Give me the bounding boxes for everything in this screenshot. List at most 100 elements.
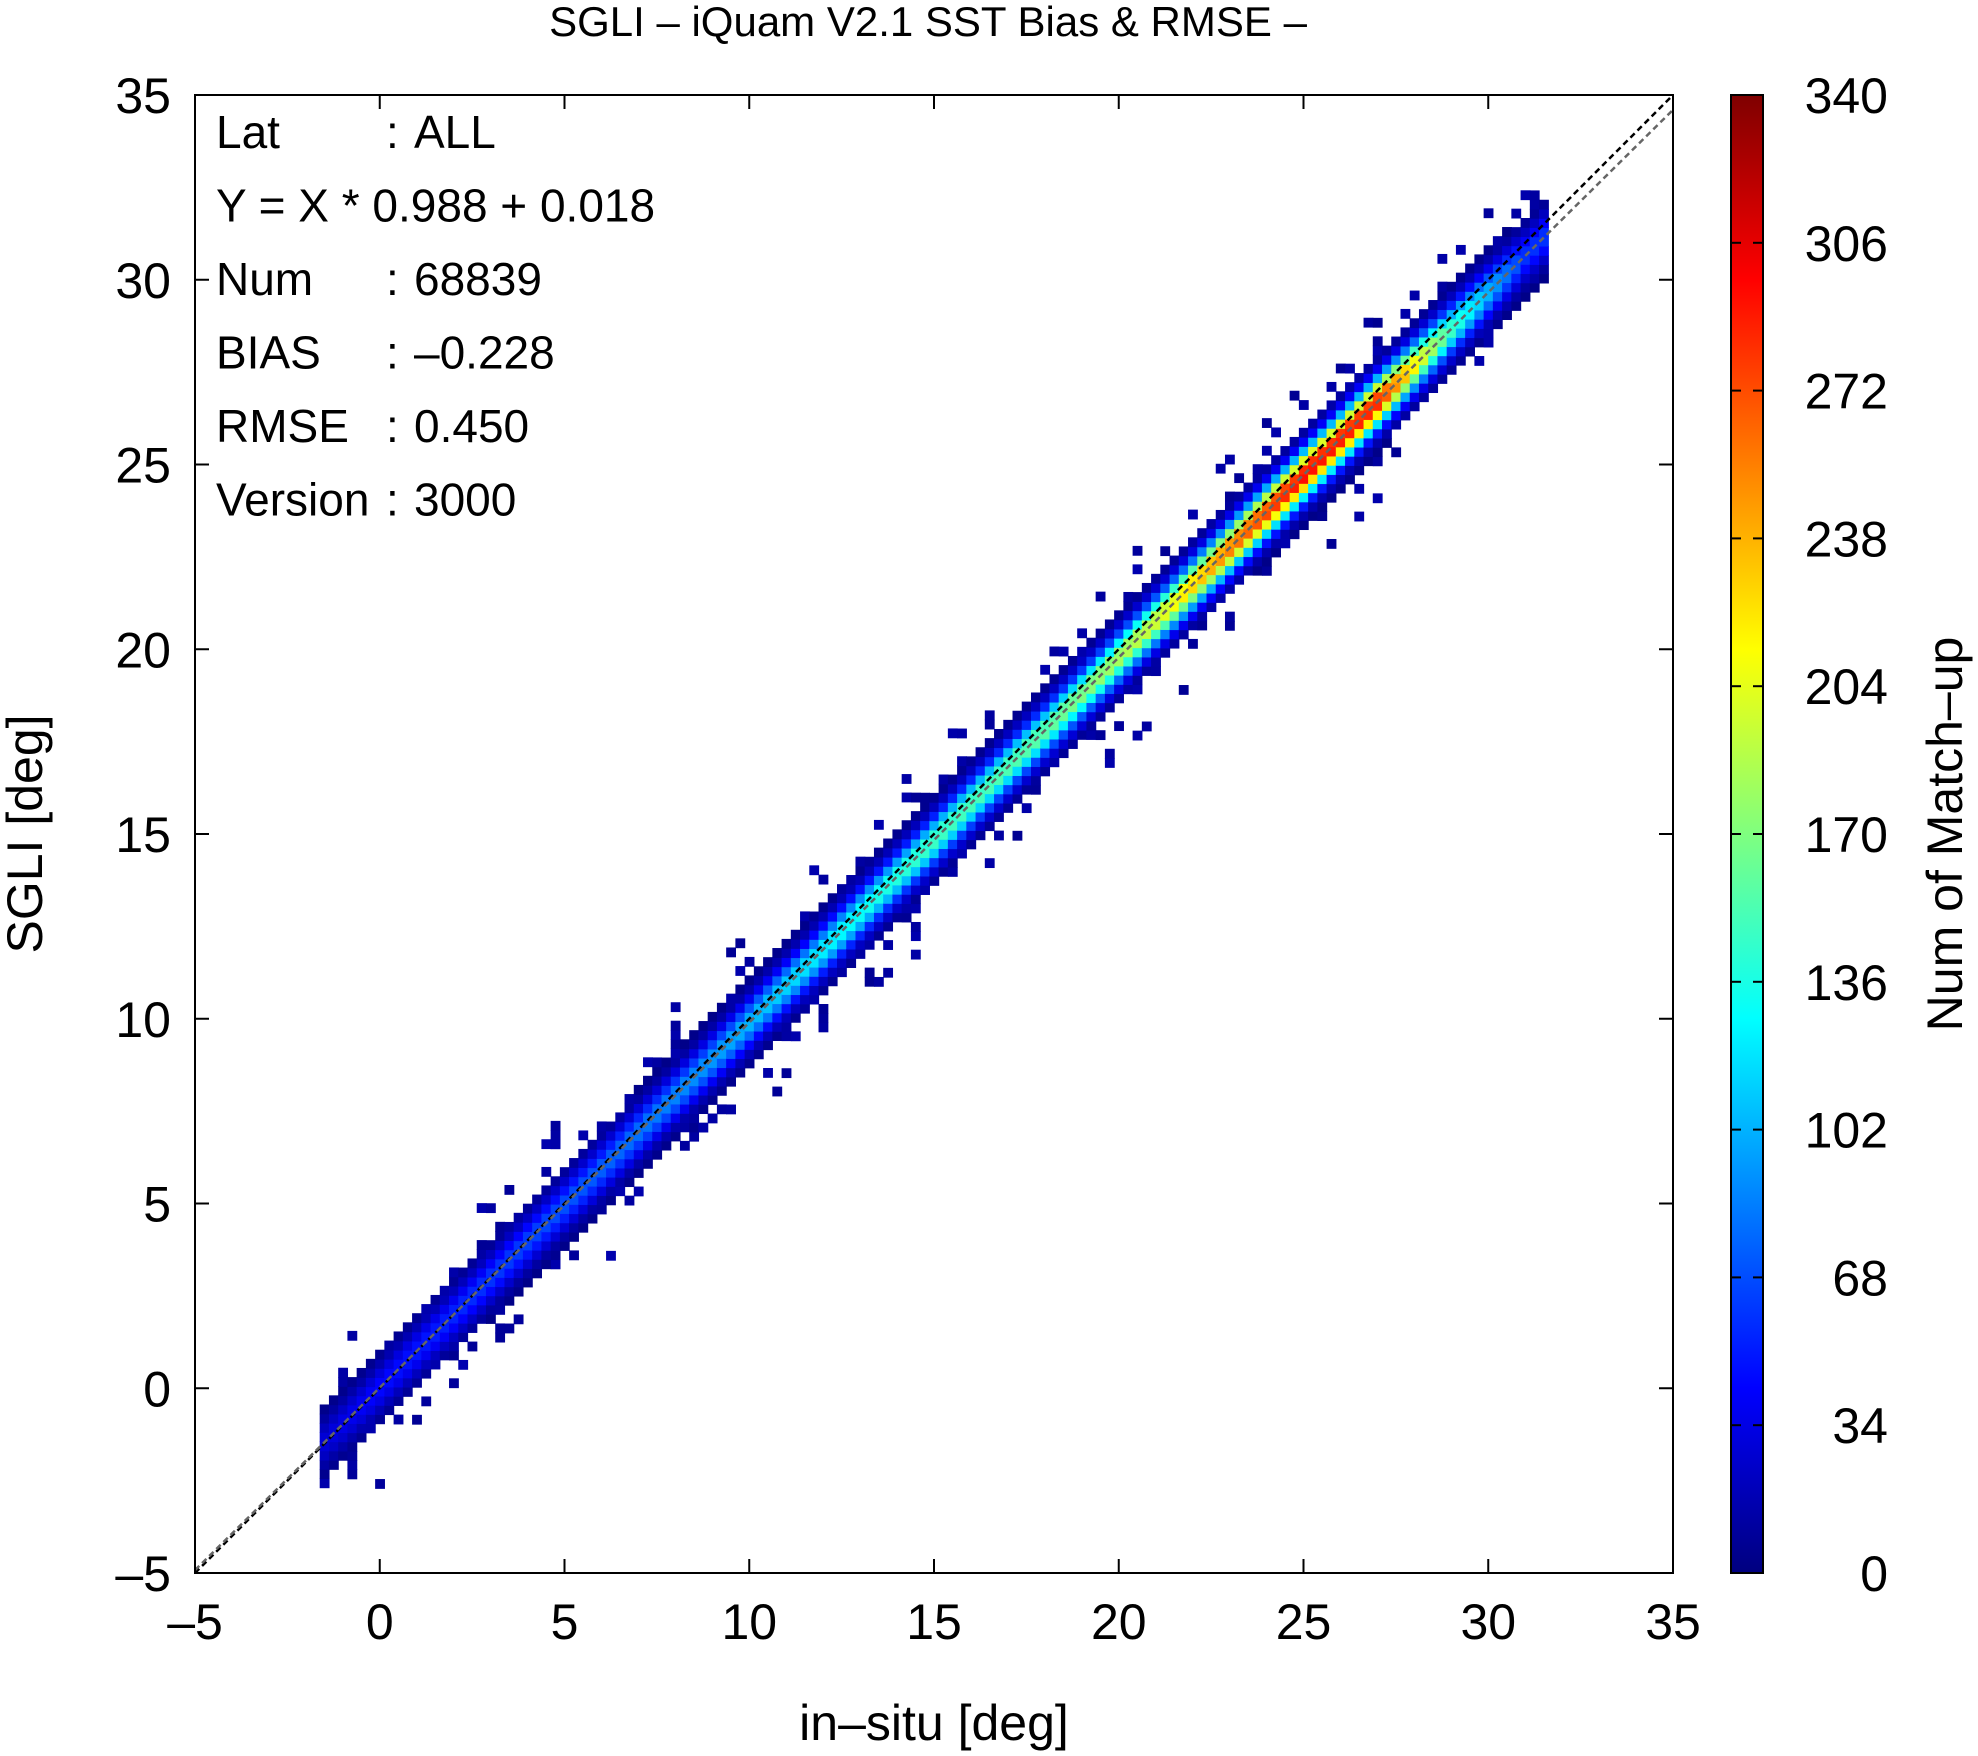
heatmap-cell [726, 1030, 736, 1041]
heatmap-cell [883, 940, 894, 950]
y-tick-label: 30 [115, 253, 171, 309]
heatmap-cell [707, 1067, 718, 1078]
heatmap-cell [1021, 738, 1032, 749]
heatmap-cell [1335, 465, 1346, 476]
heatmap-cell [661, 1103, 672, 1114]
heatmap-cell [1428, 355, 1439, 366]
heatmap-cell [920, 802, 930, 812]
heatmap-cell [1409, 318, 1420, 329]
heatmap-cell [476, 1240, 487, 1250]
heatmap-cell [1067, 655, 1078, 666]
heatmap-cell [1483, 300, 1494, 311]
heatmap-cell [818, 967, 829, 977]
heatmap-cell [1492, 291, 1503, 302]
heatmap-cell [698, 1067, 709, 1078]
heatmap-cell [643, 1121, 653, 1132]
heatmap-cell [1067, 674, 1078, 685]
heatmap-cell [1104, 693, 1115, 704]
heatmap-cell [375, 1368, 385, 1379]
stat-separator: : [386, 400, 399, 452]
heatmap-cell [365, 1386, 376, 1397]
heatmap-cell [476, 1203, 487, 1213]
heatmap-cell [938, 839, 949, 850]
heatmap-cell [1308, 437, 1318, 447]
heatmap-cell [1317, 428, 1328, 438]
heatmap-cell [1021, 729, 1032, 740]
heatmap-cell [365, 1395, 376, 1406]
heatmap-cell [1354, 465, 1365, 476]
regression-line [195, 108, 1673, 1572]
heatmap-cell [864, 930, 875, 941]
heatmap-cell [1382, 419, 1392, 430]
heatmap-cell [892, 894, 903, 904]
heatmap-cell [1132, 610, 1143, 621]
heatmap-cell [513, 1268, 524, 1279]
heatmap-cell [1095, 702, 1106, 713]
heatmap-cell [384, 1349, 395, 1360]
heatmap-cell [800, 1003, 810, 1014]
heatmap-cell [873, 866, 884, 876]
heatmap-cell [1067, 720, 1078, 731]
heatmap-cell [744, 956, 755, 967]
heatmap-cell [541, 1139, 552, 1150]
heatmap-cell [1502, 245, 1512, 256]
heatmap-cell [1446, 327, 1457, 338]
heatmap-cell [504, 1268, 515, 1278]
heatmap-cell [726, 1067, 736, 1078]
heatmap-cell [578, 1195, 589, 1205]
heatmap-cell [1539, 264, 1549, 275]
heatmap-cell [319, 1469, 330, 1479]
heatmap-cell [559, 1167, 570, 1178]
heatmap-cell [504, 1286, 515, 1297]
heatmap-cell [809, 920, 820, 931]
heatmap-cell [661, 1131, 672, 1142]
heatmap-cell [837, 911, 847, 922]
heatmap-cell [873, 921, 884, 932]
heatmap-cell [920, 811, 930, 822]
heatmap-cell [652, 1122, 663, 1132]
heatmap-cell [855, 912, 866, 922]
heatmap-cell [1363, 373, 1374, 383]
heatmap-cell [781, 985, 792, 995]
heatmap-cell [1040, 701, 1051, 712]
heatmap-cell [698, 1085, 709, 1096]
heatmap-cell [1363, 382, 1374, 393]
heatmap-cell [1252, 556, 1263, 567]
heatmap-cell [670, 1002, 681, 1013]
heatmap-cell [1308, 492, 1318, 503]
heatmap-cell [966, 756, 977, 767]
heatmap-cell [1492, 300, 1503, 311]
heatmap-cell [920, 792, 930, 803]
heatmap-cell [430, 1304, 441, 1315]
heatmap-cell [495, 1240, 506, 1251]
heatmap-cell [356, 1404, 367, 1415]
heatmap-cell [1206, 537, 1217, 548]
heatmap-cell [994, 728, 1004, 739]
heatmap-cell [319, 1450, 330, 1461]
heatmap-cell [1492, 273, 1503, 283]
heatmap-cell [1141, 592, 1152, 603]
heatmap-cell [910, 866, 921, 877]
heatmap-cell [735, 938, 746, 949]
heatmap-cell [1391, 410, 1402, 421]
heatmap-cell [698, 1021, 709, 1031]
heatmap-cell [818, 976, 829, 987]
heatmap-cell [1049, 757, 1060, 768]
heatmap-cell [1317, 474, 1328, 485]
heatmap-cell [1326, 409, 1337, 420]
heatmap-cell [587, 1158, 598, 1169]
heatmap-cell [606, 1195, 616, 1206]
heatmap-cell [1446, 355, 1457, 366]
heatmap-cell [1123, 638, 1134, 649]
heatmap-cell [1428, 327, 1439, 338]
heatmap-cell [1178, 685, 1189, 695]
heatmap-cell [910, 820, 921, 831]
heatmap-cell [1492, 310, 1503, 320]
heatmap-cell [901, 820, 912, 831]
heatmap-cell [1391, 391, 1402, 402]
heatmap-cell [744, 975, 755, 986]
heatmap-cell [347, 1404, 358, 1415]
heatmap-cell [1400, 410, 1411, 421]
heatmap-cell [624, 1140, 635, 1151]
heatmap-cell [1114, 647, 1124, 658]
